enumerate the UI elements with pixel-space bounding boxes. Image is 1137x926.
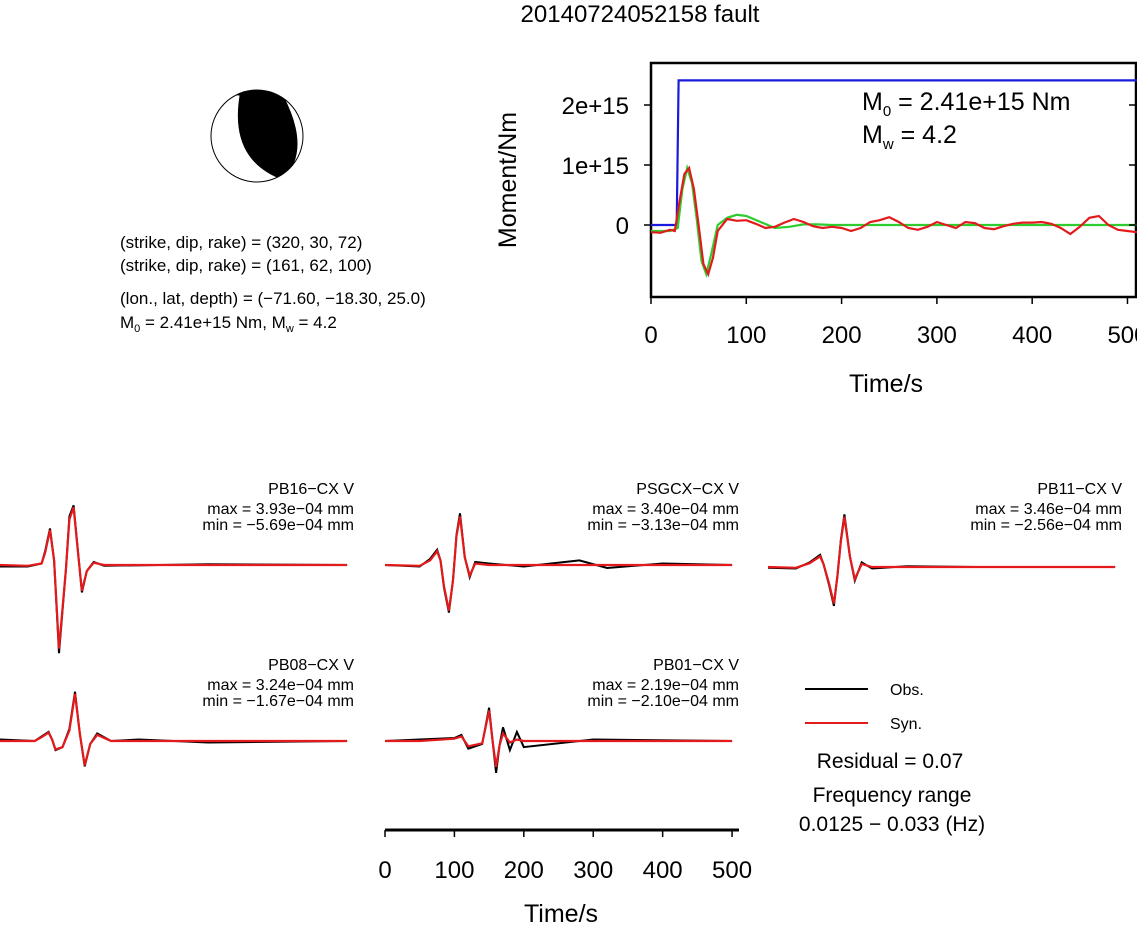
moment-xtick-label: 100: [726, 322, 766, 349]
nodal-plane-2: (strike, dip, rake) = (161, 62, 100): [120, 256, 372, 275]
moment-mw-label: Mw = 4.2: [862, 121, 957, 153]
moment-xtick-label: 0: [644, 322, 657, 349]
time-axis-tick-label: 200: [504, 857, 544, 884]
location-depth: (lon., lat, depth) = (−71.60, −18.30, 25…: [120, 289, 426, 308]
moment-ytick-label: 0: [616, 213, 629, 240]
min-amplitude-label: min = −2.10e−04 mm: [587, 693, 739, 710]
residual-label: Residual = 0.07: [817, 750, 964, 773]
moment-xtick-label: 400: [1012, 322, 1052, 349]
synthetic-trace: [0, 693, 348, 766]
moment-series-green: [651, 163, 1137, 278]
moment-annotation: M0 = 2.41e+15 Nm Mw = 4.2: [862, 88, 1070, 153]
synthetic-trace: [0, 506, 348, 649]
moment-xtick-label: 300: [917, 322, 957, 349]
min-amplitude-label: min = −5.69e−04 mm: [202, 517, 354, 534]
legend: Obs. Syn. Residual = 0.07 Frequency rang…: [799, 682, 985, 836]
station-label: PSGCX−CX V: [636, 481, 739, 498]
moment-ylabel: Moment/Nm: [494, 112, 522, 248]
moment-ytick-label: 1e+15: [562, 153, 629, 180]
moment-plot-frame: [649, 61, 1137, 299]
moment-xtick-label: 500: [1107, 322, 1137, 349]
time-axis-tick-label: 300: [573, 857, 613, 884]
min-amplitude-label: min = −3.13e−04 mm: [587, 517, 739, 534]
legend-obs-label: Obs.: [890, 682, 924, 699]
synthetic-trace: [384, 516, 733, 611]
time-axis-label: Time/s: [524, 900, 598, 926]
min-amplitude-label: min = −2.56e−04 mm: [970, 517, 1122, 534]
time-axis-tick-label: 100: [434, 857, 474, 884]
max-amplitude-label: max = 3.46e−04 mm: [975, 501, 1122, 518]
frequency-title: Frequency range: [813, 784, 972, 807]
beachball-icon: [210, 89, 304, 183]
waveform-time-axis: 0 100 200 300 400 500 Time/s: [378, 828, 752, 926]
figure-title: 20140724052158 fault: [521, 1, 760, 28]
min-amplitude-label: min = −1.67e−04 mm: [202, 693, 354, 710]
synthetic-trace: [767, 516, 1116, 604]
moment-ytick-label: 2e+15: [562, 93, 629, 120]
station-label: PB11−CX V: [1037, 481, 1122, 498]
moment-series-red: [650, 165, 1137, 278]
time-axis-tick-label: 400: [643, 857, 683, 884]
legend-syn-label: Syn.: [890, 716, 922, 733]
magnitude-line: M0 = 2.41e+15 Nm, Mw = 4.2: [120, 313, 337, 335]
moment-xlabel: Time/s: [849, 370, 923, 398]
frequency-value: 0.0125 − 0.033 (Hz): [799, 813, 985, 836]
station-label: PB08−CX V: [268, 657, 354, 674]
moment-xtick-label: 200: [822, 322, 862, 349]
max-amplitude-label: max = 3.24e−04 mm: [207, 677, 354, 694]
max-amplitude-label: max = 2.19e−04 mm: [592, 677, 739, 694]
max-amplitude-label: max = 3.93e−04 mm: [207, 501, 354, 518]
nodal-plane-1: (strike, dip, rake) = (320, 30, 72): [120, 233, 362, 252]
moment-m0-label: M0 = 2.41e+15 Nm: [862, 88, 1070, 120]
time-axis-tick-label: 500: [712, 857, 752, 884]
synthetic-trace: [385, 710, 733, 767]
time-axis-tick-label: 0: [378, 857, 391, 884]
max-amplitude-label: max = 3.40e−04 mm: [592, 501, 739, 518]
station-label: PB16−CX V: [268, 481, 354, 498]
moment-rate-chart: 0 100 200 300 400 500 0 1e+15 2e+15 Time/s Moment/…: [494, 61, 1137, 398]
station-label: PB01−CX V: [653, 657, 739, 674]
source-info: (strike, dip, rake) = (320, 30, 72) (str…: [120, 233, 426, 335]
